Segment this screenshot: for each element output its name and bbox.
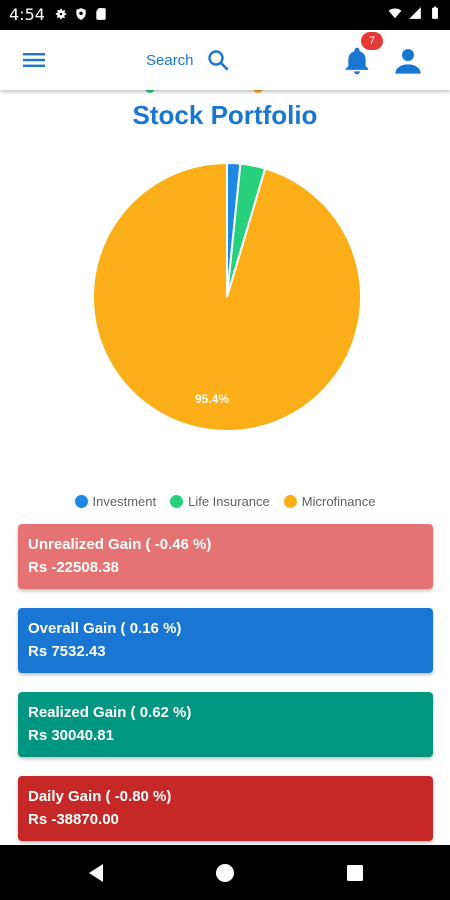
notification-badge: 7: [361, 32, 383, 50]
signal-icon: [409, 7, 421, 19]
status-time: 4:54: [9, 5, 45, 24]
legend-item-microfinance[interactable]: Microfinance: [283, 494, 376, 509]
legend-color-dot: [283, 495, 297, 508]
legend-item-life-insurance[interactable]: Life Insurance: [170, 494, 270, 509]
battery-icon: [432, 6, 438, 19]
gain-card-value: Rs 7532.43: [28, 643, 106, 660]
status-right-icons: [388, 6, 442, 20]
gain-card-title: Unrealized Gain ( -0.46 %): [28, 536, 212, 553]
main-content[interactable]: Stock Portfolio 95.4% Investment Life Ins…: [0, 90, 450, 845]
legend-item-investment[interactable]: Investment: [74, 494, 157, 509]
gain-card-title: Realized Gain ( 0.62 %): [28, 704, 192, 721]
gain-card[interactable]: Daily Gain ( -0.80 %) Rs -38870.00: [18, 776, 433, 841]
search-label: Search: [146, 51, 194, 69]
navigation-bar: [0, 845, 450, 900]
status-bar: 4:54: [0, 0, 450, 30]
home-circle-icon[interactable]: [213, 861, 237, 885]
gain-card-value: Rs 30040.81: [28, 727, 114, 744]
legend-label: Life Insurance: [188, 494, 270, 509]
portfolio-pie-chart[interactable]: 95.4%: [90, 160, 364, 434]
hamburger-menu-icon[interactable]: [20, 46, 48, 74]
legend-color-dot: [170, 495, 184, 508]
legend-scroll-remnant: [145, 90, 263, 93]
gain-card-value: Rs -38870.00: [28, 811, 119, 828]
gain-card[interactable]: Overall Gain ( 0.16 %) Rs 7532.43: [18, 608, 433, 673]
gain-card-title: Overall Gain ( 0.16 %): [28, 620, 182, 637]
shield-icon: [76, 8, 86, 20]
user-icon[interactable]: [392, 45, 424, 77]
gain-card[interactable]: Realized Gain ( 0.62 %) Rs 30040.81: [18, 692, 433, 757]
search-button[interactable]: Search: [146, 44, 230, 76]
pie-slice-microfinance[interactable]: [92, 161, 362, 432]
status-left-icons: [54, 7, 108, 21]
sd-card-icon: [96, 8, 106, 20]
gear-icon: [55, 8, 67, 20]
recents-square-icon[interactable]: [343, 861, 367, 885]
chart-legend: Investment Life Insurance Microfinance: [0, 494, 450, 509]
legend-label: Investment: [92, 494, 157, 509]
gain-card-title: Daily Gain ( -0.80 %): [28, 788, 172, 805]
gain-card-value: Rs -22508.38: [28, 559, 119, 576]
bell-icon[interactable]: [341, 45, 373, 77]
gain-card[interactable]: Unrealized Gain ( -0.46 %) Rs -22508.38: [18, 524, 433, 589]
pie-data-label: 95.4%: [195, 392, 229, 406]
search-icon: [207, 50, 228, 71]
page-title: Stock Portfolio: [132, 100, 318, 130]
back-triangle-icon[interactable]: [85, 861, 109, 885]
wifi-icon: [388, 8, 402, 19]
legend-label: Microfinance: [301, 494, 376, 509]
legend-color-dot: [74, 495, 88, 508]
